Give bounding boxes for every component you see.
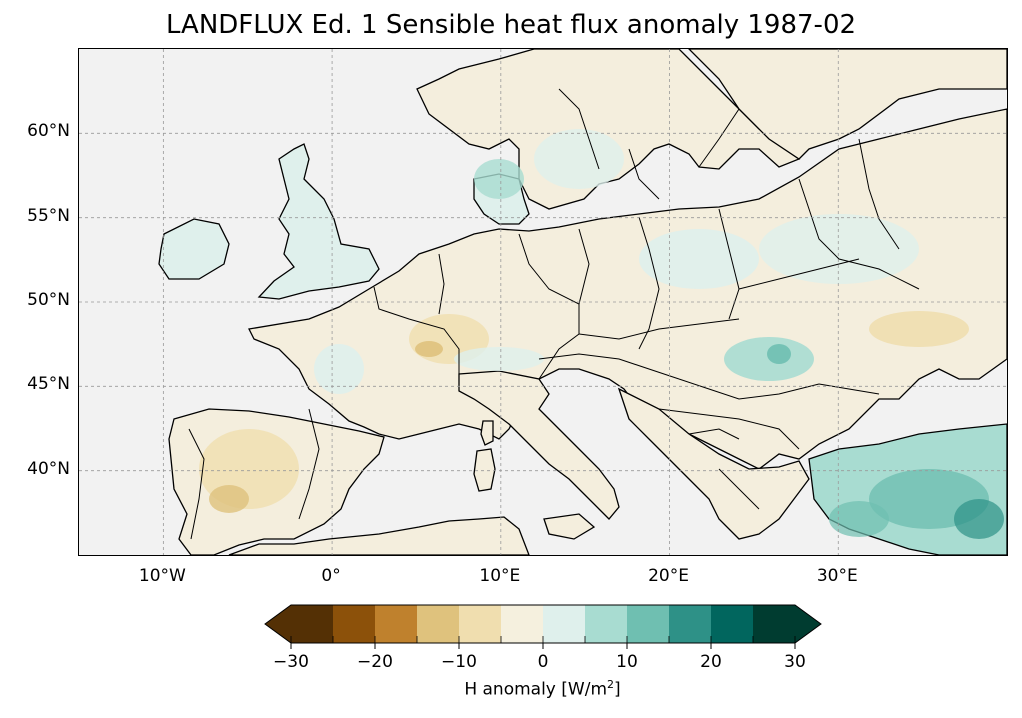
anomaly-patch [767,344,791,364]
sicily-land [543,513,596,540]
continental-europe-land [248,108,1007,470]
border-line [688,428,740,440]
border-line [578,318,740,340]
colorbar-segment [375,605,418,643]
colorbar-segment [417,605,460,643]
gridlines [79,49,1007,555]
colorbar-over-triangle [795,605,821,643]
border-line [858,138,900,250]
colorbar-segment [585,605,628,643]
anomaly-patch [415,341,443,357]
colorbar-tick-label: 20 [700,652,722,672]
border-line [628,148,660,200]
longitude-tick-label: 30°E [816,566,858,586]
anomaly-patch [454,347,544,371]
colorbar-segment [501,605,544,643]
border-line [538,353,680,380]
latitude-tick-label: 40°N [27,458,70,479]
colorbar-segment [543,605,586,643]
colorbar: −30 −20 −10 0 10 20 30 [264,604,822,672]
great-britain-land [257,143,380,300]
colorbar-segment [711,605,754,643]
border-line [818,383,880,395]
colorbar-tick-label: 10 [616,652,638,672]
border-line [698,108,740,168]
anomaly-patches [199,129,1004,539]
border-line [798,178,920,290]
colorbar-tick-label: −10 [441,652,477,672]
latitude-tick-label: 45°N [27,374,70,395]
italy-land [458,370,620,520]
border-line [558,88,600,170]
anomaly-patch [829,501,889,537]
colorbar-tick-label: 0 [538,652,549,672]
border-line [188,428,205,540]
border-line [373,286,460,374]
longitude-tick-label: 0° [321,566,341,586]
border-line [438,253,445,315]
colorbar-label: H anomaly [W/m2] [464,678,621,700]
anomaly-patch [209,485,249,513]
latitude-tick-label: 50°N [27,290,70,310]
longitude-tick-label: 10°E [479,566,521,586]
longitude-tick-label: 20°E [648,566,689,586]
colorbar-segment [333,605,376,643]
border-line [678,378,820,400]
border-line [658,408,800,450]
colorbar-segment [753,605,796,643]
map-title: LANDFLUX Ed. 1 Sensible heat flux anomal… [165,10,857,40]
anomaly-patch [474,159,524,199]
colorbar-under-triangle [265,605,291,643]
country-borders [188,88,920,540]
latitude-tick-label: 55°N [27,205,70,226]
anomaly-patch [534,129,624,189]
colorbar-tick-label: −20 [357,652,393,672]
balkans-land [617,387,810,540]
colorbar-segment [459,605,502,643]
colorbar-segment [291,605,334,643]
border-line [578,228,590,305]
anomaly-patch [759,214,919,284]
border-line [718,468,760,510]
anomaly-patch [869,311,969,347]
map-canvas [79,49,1007,555]
corsica-land [480,420,494,446]
colorbar-tick-label: −30 [273,652,309,672]
border-line [638,216,660,350]
border-line [738,258,860,290]
sardinia-land [473,448,496,492]
scandinavia-land [416,49,801,210]
anomaly-patch [639,229,759,289]
longitude-tick-label: 10°W [138,566,186,586]
colorbar-segment [627,605,670,643]
map-panel [78,48,1008,556]
anomaly-patch [954,499,1004,539]
latitude-tick-label: 60°N [27,121,70,142]
ireland-land [158,218,230,280]
anomaly-patch [314,344,364,394]
colorbar-tick-label: 30 [784,652,806,672]
north-africa-land [228,516,530,555]
border-line [298,408,320,520]
colorbar-segment [669,605,712,643]
border-line [718,208,740,320]
